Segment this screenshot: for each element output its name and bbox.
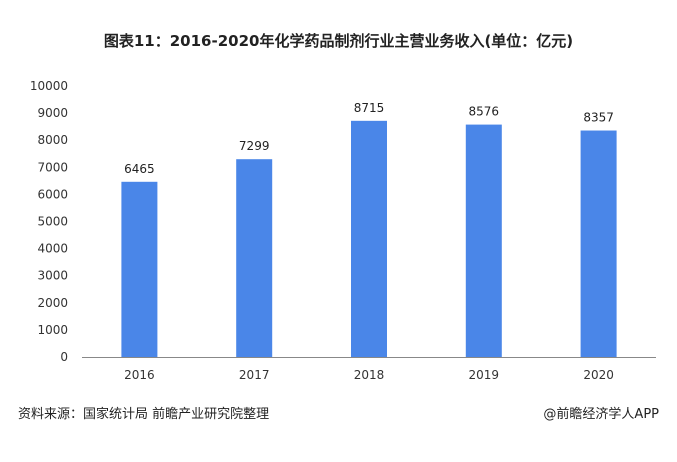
y-tick-label: 1000 <box>37 323 68 337</box>
data-label: 7299 <box>239 139 270 153</box>
x-tick-label: 2020 <box>583 368 614 382</box>
brand-note: @前瞻经济学人APP <box>543 407 659 422</box>
bar <box>121 181 158 357</box>
y-tick-label: 6000 <box>37 187 68 201</box>
data-label: 6465 <box>124 162 155 176</box>
x-tick-label: 2017 <box>239 368 270 382</box>
y-tick-label: 4000 <box>37 242 68 256</box>
y-tick-label: 7000 <box>37 160 68 174</box>
data-label: 8715 <box>354 101 385 115</box>
x-tick-label: 2018 <box>354 368 385 382</box>
y-tick-label: 3000 <box>37 269 68 283</box>
data-label: 8576 <box>469 105 500 119</box>
chart-title: 图表11：2016-2020年化学药品制剂行业主营业务收入(单位：亿元) <box>103 32 574 50</box>
y-tick-label: 10000 <box>30 79 68 93</box>
source-note: 资料来源：国家统计局 前瞻产业研究院整理 <box>18 407 270 422</box>
y-tick-label: 5000 <box>37 215 68 229</box>
data-label: 8357 <box>583 111 614 125</box>
y-tick-label: 0 <box>60 350 68 364</box>
bar <box>236 159 273 357</box>
bar <box>351 120 387 357</box>
x-tick-label: 2016 <box>124 368 155 382</box>
y-tick-label: 2000 <box>37 296 68 310</box>
bar <box>465 124 502 358</box>
y-tick-label: 8000 <box>37 133 68 147</box>
y-tick-label: 9000 <box>37 106 68 120</box>
x-tick-label: 2019 <box>469 368 500 382</box>
bar <box>580 130 617 357</box>
